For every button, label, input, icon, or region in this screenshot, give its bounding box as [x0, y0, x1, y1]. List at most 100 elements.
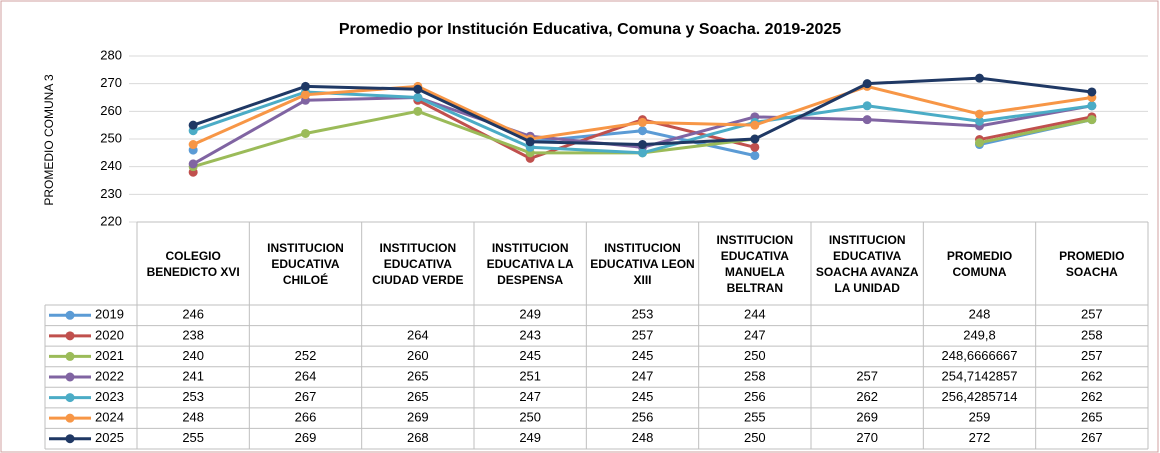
point	[189, 121, 198, 130]
point	[413, 85, 422, 94]
table-value: 262	[856, 389, 878, 404]
table-value: 267	[1081, 430, 1103, 445]
table-value: 256,4285714	[942, 389, 1018, 404]
table-value: 259	[969, 410, 991, 425]
y-tick-label: 220	[100, 213, 122, 228]
point	[301, 129, 310, 138]
y-tick-label: 260	[100, 103, 122, 118]
table-value: 250	[744, 430, 766, 445]
point	[1087, 87, 1096, 96]
x-tick-label: COLEGIO BENEDICTO XVI	[140, 224, 246, 303]
category-cell: PROMEDIO SOACHA	[1039, 224, 1145, 303]
point	[1087, 101, 1096, 110]
legend-label: 2020	[95, 327, 124, 342]
table-value: 248	[182, 410, 204, 425]
x-tick-label: INSTITUCION EDUCATIVA CIUDAD VERDE	[365, 224, 471, 303]
point	[413, 93, 422, 102]
point	[301, 82, 310, 91]
point	[863, 101, 872, 110]
legend-marker	[66, 331, 75, 340]
table-value: 249	[519, 430, 541, 445]
table-value: 269	[407, 410, 429, 425]
legend-marker	[66, 311, 75, 320]
legend-marker	[66, 393, 75, 402]
legend-label: 2025	[95, 430, 124, 445]
legend-label: 2019	[95, 307, 124, 322]
point	[1087, 115, 1096, 124]
point	[750, 135, 759, 144]
legend-label: 2023	[95, 389, 124, 404]
table-value: 249	[519, 307, 541, 322]
table-value: 250	[519, 410, 541, 425]
legend-marker	[66, 414, 75, 423]
y-axis-label: PROMEDIO COMUNA 3	[42, 74, 56, 206]
table-value: 247	[744, 327, 766, 342]
point	[189, 159, 198, 168]
point	[975, 74, 984, 83]
point	[750, 121, 759, 130]
table-value: 255	[744, 410, 766, 425]
table-value: 257	[856, 368, 878, 383]
point	[975, 110, 984, 119]
table-value: 264	[407, 327, 429, 342]
table-value: 254,7142857	[942, 368, 1018, 383]
table-value: 257	[632, 327, 654, 342]
y-tick-label: 280	[100, 47, 122, 62]
legend-label: 2021	[95, 348, 124, 363]
table-value: 256	[632, 410, 654, 425]
y-tick-label: 230	[100, 186, 122, 201]
table-value: 264	[295, 368, 317, 383]
table-value: 250	[744, 348, 766, 363]
table-value: 257	[1081, 348, 1103, 363]
table-value: 253	[632, 307, 654, 322]
category-cell: COLEGIO BENEDICTO XVI	[140, 224, 246, 303]
y-tick-label: 270	[100, 75, 122, 90]
point	[526, 137, 535, 146]
legend-marker	[66, 373, 75, 382]
table-value: 266	[295, 410, 317, 425]
table-value: 255	[182, 430, 204, 445]
y-tick-label: 240	[100, 158, 122, 173]
legend-label: 2022	[95, 368, 124, 383]
table-value: 257	[1081, 307, 1103, 322]
table-value: 241	[182, 368, 204, 383]
y-tick-label: 250	[100, 130, 122, 145]
category-cell: INSTITUCION EDUCATIVA LEON XIII	[589, 224, 695, 303]
legend-label: 2024	[95, 410, 124, 425]
table-value: 262	[1081, 368, 1103, 383]
point	[750, 151, 759, 160]
table-value: 248,6666667	[942, 348, 1018, 363]
table-value: 265	[407, 389, 429, 404]
category-cell: PROMEDIO COMUNA	[926, 224, 1032, 303]
x-tick-label: INSTITUCION EDUCATIVA MANUELA BELTRAN	[702, 224, 808, 303]
table-value: 247	[632, 368, 654, 383]
legend-marker	[66, 352, 75, 361]
x-tick-label: PROMEDIO SOACHA	[1039, 224, 1145, 303]
category-cell: INSTITUCION EDUCATIVA LA DESPENSA	[477, 224, 583, 303]
point	[638, 148, 647, 157]
table-value: 258	[1081, 327, 1103, 342]
x-tick-label: INSTITUCION EDUCATIVA LEON XIII	[589, 224, 695, 303]
table-value: 245	[632, 389, 654, 404]
point	[301, 90, 310, 99]
table-value: 249,8	[963, 327, 996, 342]
table-value: 269	[856, 410, 878, 425]
table-value: 243	[519, 327, 541, 342]
table-value: 256	[744, 389, 766, 404]
point	[638, 118, 647, 127]
point	[863, 115, 872, 124]
category-cell: INSTITUCION EDUCATIVA SOACHA AVANZA LA U…	[814, 224, 920, 303]
table-value: 245	[632, 348, 654, 363]
point	[863, 79, 872, 88]
table-value: 260	[407, 348, 429, 363]
table-value: 258	[744, 368, 766, 383]
point	[189, 140, 198, 149]
x-tick-label: PROMEDIO COMUNA	[926, 224, 1032, 303]
point	[413, 107, 422, 116]
table-value: 253	[182, 389, 204, 404]
table-value: 246	[182, 307, 204, 322]
table-value: 248	[632, 430, 654, 445]
category-cell: INSTITUCION EDUCATIVA CHILOÉ	[252, 224, 358, 303]
chart: Promedio por Institución Educativa, Comu…	[0, 0, 1160, 453]
table-value: 251	[519, 368, 541, 383]
